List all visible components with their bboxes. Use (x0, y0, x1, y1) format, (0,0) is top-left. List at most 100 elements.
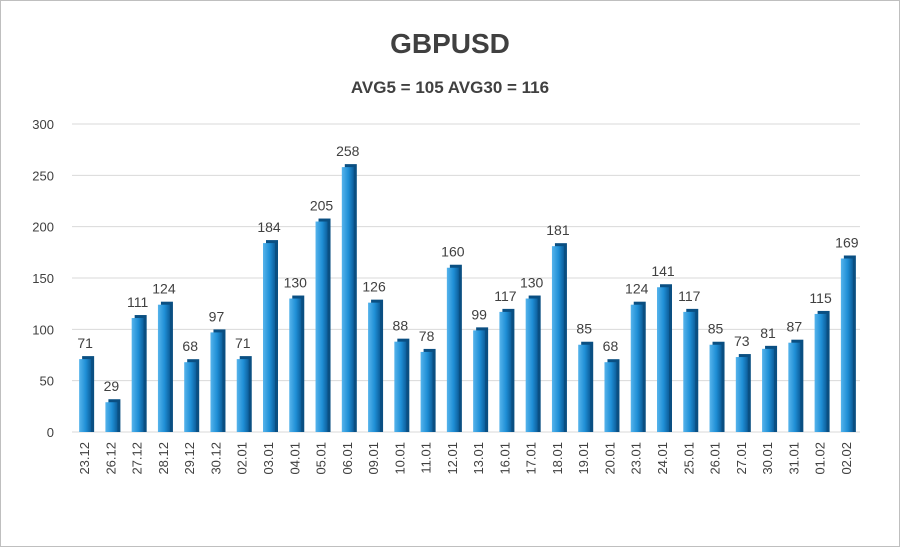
x-tick-label: 02.01 (235, 442, 250, 475)
bar (657, 287, 669, 432)
bar-value-label: 130 (520, 275, 544, 291)
bar-value-label: 85 (576, 321, 592, 337)
bar (420, 351, 433, 432)
bar (263, 243, 275, 432)
x-tick-label: 02.02 (839, 442, 854, 475)
x-tick-label: 01.02 (813, 442, 828, 475)
grid-lines (72, 123, 860, 433)
x-tick-label: 27.01 (734, 442, 749, 475)
x-tick-label: 23.12 (77, 442, 92, 475)
x-tick-label: 26.01 (708, 442, 723, 475)
bar (131, 318, 144, 432)
y-tick-label: 50 (40, 374, 54, 389)
x-tick-label: 29.12 (182, 442, 197, 475)
bar (236, 359, 249, 432)
bar-value-label: 117 (678, 288, 701, 304)
bar-value-label: 88 (393, 318, 409, 334)
bar-value-label: 29 (104, 378, 120, 394)
y-tick-label: 0 (47, 425, 54, 440)
chart-subtitle: AVG5 = 105 AVG30 = 116 (350, 78, 550, 97)
bar (709, 344, 722, 432)
bar-value-label: 181 (546, 222, 570, 238)
bar (446, 267, 459, 432)
bar (368, 302, 381, 432)
x-tick-label: 10.01 (392, 442, 407, 475)
bar-value-label: 184 (257, 219, 281, 235)
bar (735, 357, 748, 432)
x-tick-label: 27.12 (130, 442, 145, 475)
bar-value-label: 81 (760, 325, 776, 341)
bar-value-label: 130 (284, 275, 308, 291)
bar (551, 246, 564, 432)
x-tick-label: 26.12 (103, 442, 118, 475)
bar (683, 311, 696, 432)
x-tick-label: 30.01 (760, 442, 775, 475)
x-tick-label: 18.01 (550, 442, 565, 475)
bar-value-label: 68 (182, 338, 198, 354)
bar (105, 402, 118, 432)
bar-value-label: 71 (77, 335, 93, 351)
x-tick-label: 19.01 (576, 442, 591, 475)
x-axis: 23.12 26.12 27.12 28.12 29.12 30.12 02.01 03.01… (77, 442, 854, 475)
y-tick-label: 250 (32, 168, 54, 183)
bar (499, 311, 512, 432)
bar-value-label: 85 (708, 321, 724, 337)
x-tick-label: 11.01 (419, 442, 434, 474)
bar-value-label: 124 (625, 281, 649, 297)
bar (630, 304, 643, 432)
bar-value-label: 111 (127, 294, 148, 310)
x-tick-label: 25.01 (681, 442, 696, 475)
bar-value-label: 71 (235, 335, 251, 351)
bar (157, 304, 170, 432)
x-tick-label: 05.01 (314, 442, 329, 475)
bar-value-label: 117 (494, 288, 517, 304)
bar-value-label: 99 (471, 306, 487, 322)
x-tick-label: 06.01 (340, 442, 355, 475)
data-labels: 7129111124689771184130205258126887816099… (77, 143, 858, 394)
bar-value-label: 126 (362, 279, 386, 295)
bar-value-label: 97 (209, 308, 225, 324)
bar-value-label: 160 (441, 244, 465, 260)
x-tick-label: 17.01 (524, 442, 539, 475)
bars (79, 164, 856, 432)
bar (762, 348, 775, 432)
x-tick-label: 23.01 (629, 442, 644, 475)
y-tick-label: 150 (32, 271, 54, 286)
bar-value-label: 78 (419, 328, 435, 344)
x-tick-label: 13.01 (471, 442, 486, 475)
bar (814, 313, 827, 432)
bar-value-label: 115 (809, 290, 832, 306)
bar (315, 221, 328, 432)
x-tick-label: 20.01 (602, 442, 617, 475)
x-tick-label: 16.01 (497, 442, 512, 475)
x-tick-label: 31.01 (786, 442, 801, 475)
bar (525, 298, 538, 432)
bar (840, 258, 853, 432)
bar (341, 167, 354, 432)
bar-value-label: 73 (734, 333, 750, 349)
bar-value-label: 205 (310, 198, 334, 214)
x-tick-label: 12.01 (445, 442, 460, 475)
bar (210, 332, 223, 432)
chart-title: GBPUSD (390, 28, 510, 59)
bar (788, 342, 801, 432)
x-tick-label: 28.12 (156, 442, 171, 475)
bar (473, 330, 486, 432)
bar-value-label: 68 (603, 338, 619, 354)
bar (289, 298, 302, 432)
bar-value-label: 169 (835, 234, 859, 250)
x-tick-label: 09.01 (366, 442, 381, 475)
bar (79, 359, 92, 432)
y-axis: 0 50 100 150 200 250 300 (32, 117, 54, 440)
y-tick-label: 200 (32, 220, 54, 235)
bar (578, 344, 591, 432)
x-tick-label: 30.12 (208, 442, 223, 475)
bar-value-label: 124 (152, 281, 176, 297)
bar (394, 341, 407, 432)
bar-value-label: 87 (787, 319, 803, 335)
bar (604, 362, 617, 432)
bar-value-label: 258 (336, 143, 360, 159)
x-tick-label: 24.01 (655, 442, 670, 475)
y-tick-label: 300 (32, 117, 54, 132)
